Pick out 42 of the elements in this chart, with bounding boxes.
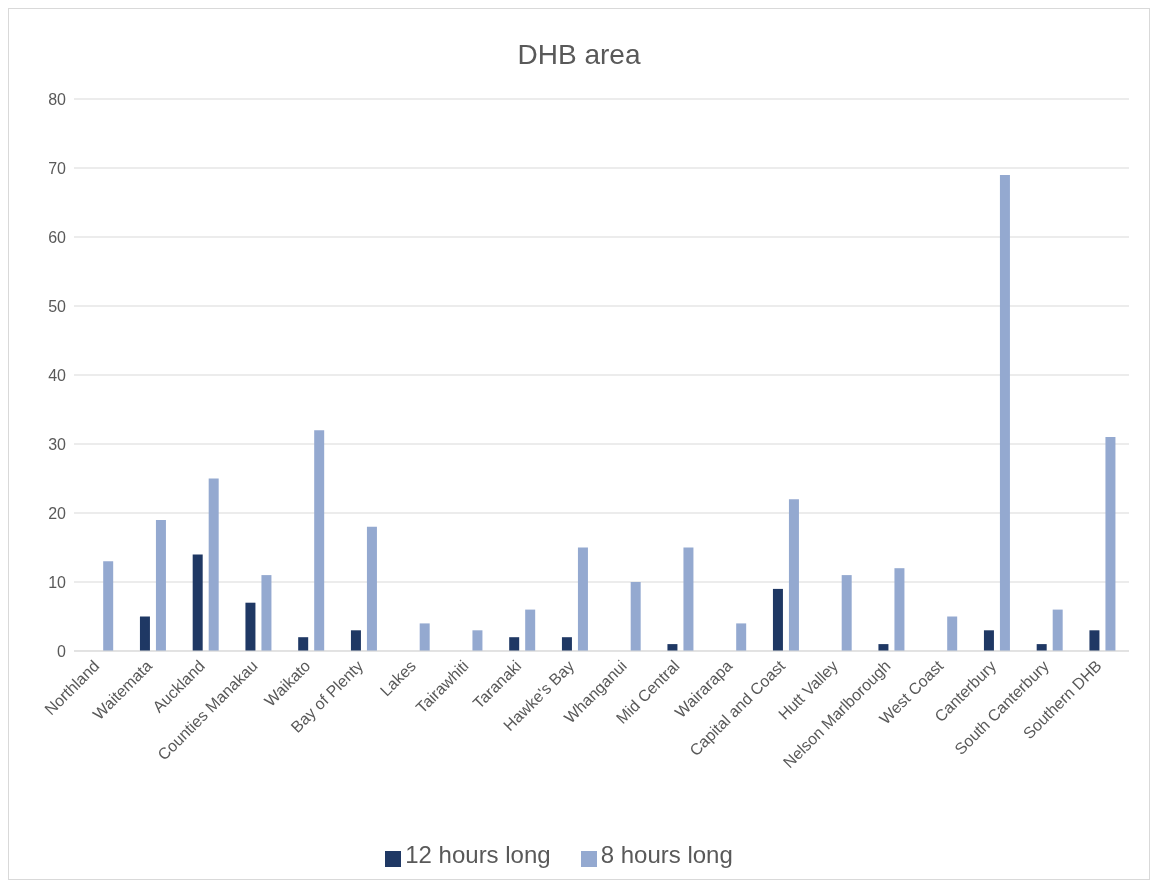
y-tick-label: 40 bbox=[48, 366, 67, 384]
y-tick-label: 30 bbox=[48, 435, 67, 453]
bar bbox=[350, 630, 361, 651]
bar bbox=[472, 630, 483, 651]
legend-label: 12 hours long bbox=[405, 841, 551, 868]
bar bbox=[1052, 609, 1063, 651]
bar bbox=[736, 623, 747, 651]
legend-label: 8 hours long bbox=[600, 841, 733, 868]
bar bbox=[894, 568, 905, 651]
bar bbox=[577, 547, 588, 651]
bar bbox=[245, 602, 256, 651]
bar bbox=[103, 561, 114, 651]
bar bbox=[314, 430, 325, 651]
bar bbox=[208, 478, 219, 651]
bar bbox=[525, 609, 536, 651]
bar bbox=[366, 526, 377, 651]
chart-title: DHB area bbox=[516, 38, 642, 72]
bar bbox=[1105, 437, 1116, 651]
bar bbox=[772, 588, 783, 651]
bar bbox=[1089, 630, 1100, 651]
y-tick-label: 60 bbox=[48, 228, 67, 246]
bar bbox=[298, 637, 309, 651]
bar bbox=[139, 616, 150, 651]
bar bbox=[261, 575, 272, 651]
bar bbox=[999, 174, 1010, 651]
y-tick-label: 70 bbox=[48, 159, 67, 177]
bar bbox=[419, 623, 430, 651]
bar bbox=[509, 637, 520, 651]
y-tick-label: 50 bbox=[48, 297, 67, 315]
bar bbox=[561, 637, 572, 651]
bar bbox=[947, 616, 958, 651]
bar bbox=[788, 499, 799, 651]
y-tick-label: 10 bbox=[48, 573, 67, 591]
bar bbox=[155, 519, 166, 651]
bar bbox=[983, 630, 994, 651]
y-tick-label: 0 bbox=[57, 642, 67, 660]
y-tick-label: 20 bbox=[48, 504, 67, 522]
bar bbox=[841, 575, 852, 651]
bar bbox=[630, 582, 641, 651]
bar bbox=[683, 547, 694, 651]
bar bbox=[192, 554, 203, 651]
y-tick-label: 80 bbox=[48, 90, 67, 108]
